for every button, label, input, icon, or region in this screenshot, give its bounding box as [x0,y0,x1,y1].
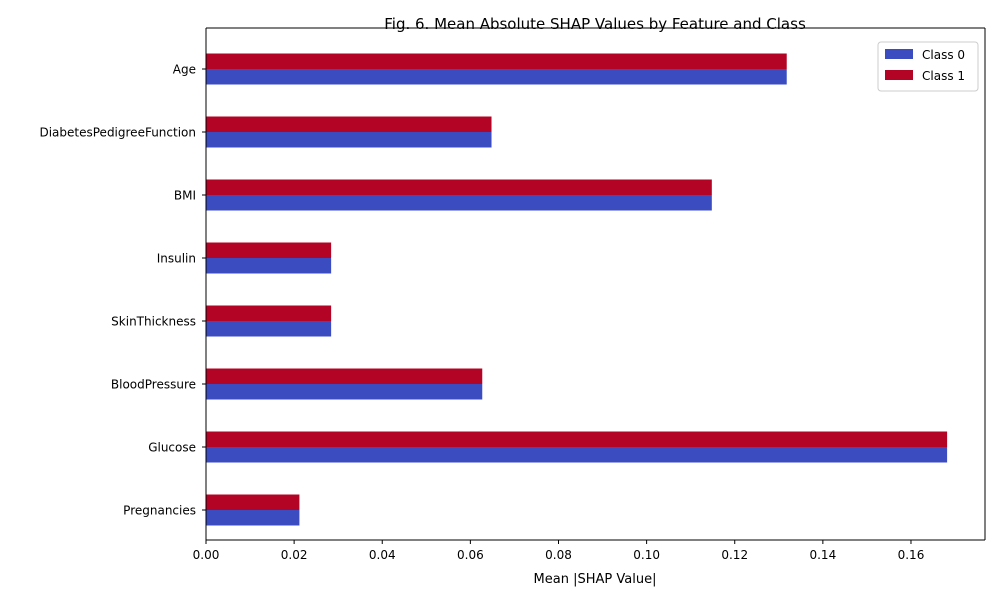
x-tick-label: 0.00 [193,548,220,562]
y-tick-label: Pregnancies [123,504,196,518]
bar-class-1-bmi [206,179,712,195]
x-tick-label: 0.04 [369,548,396,562]
legend-label: Class 0 [922,48,965,62]
bar-class-1-age [206,53,787,69]
legend-label: Class 1 [922,69,965,83]
x-tick-label: 0.02 [281,548,308,562]
x-tick-label: 0.10 [633,548,660,562]
x-tick-label: 0.06 [457,548,484,562]
bars-group [206,53,948,526]
chart-title: Fig. 6. Mean Absolute SHAP Values by Fea… [384,15,806,33]
x-tick-label: 0.14 [809,548,836,562]
y-axis-ticks: Pregnancies Glucose BloodPressure SkinThick… [39,63,206,518]
bar-class-0-glucose [206,447,948,463]
bar-class-1-insulin [206,242,332,258]
bar-class-0-pregnancies [206,510,300,526]
bar-class-0-skinthickness [206,321,332,337]
bar-class-1-glucose [206,431,948,447]
bar-class-0-insulin [206,258,332,274]
bar-class-1-diabetespedigreefunction [206,116,492,132]
bar-class-1-skinthickness [206,305,332,321]
x-tick-label: 0.08 [545,548,572,562]
y-tick-label: DiabetesPedigreeFunction [39,126,196,140]
y-tick-label: SkinThickness [111,315,196,329]
y-tick-label: BloodPressure [111,378,196,392]
legend: Class 0 Class 1 [877,41,979,92]
bar-class-1-pregnancies [206,494,300,510]
bar-class-0-diabetespedigreefunction [206,132,492,148]
x-tick-label: 0.16 [898,548,925,562]
x-axis-ticks: 0.00 0.02 0.04 0.06 0.08 0.10 0.12 0.14 0.16 [193,540,925,562]
bar-class-0-age [206,69,787,85]
y-tick-label: Insulin [157,252,196,266]
bar-class-0-bmi [206,195,712,211]
x-tick-label: 0.12 [721,548,748,562]
y-tick-label: Age [173,63,196,77]
y-tick-label: BMI [174,189,196,203]
plot-area [206,28,985,540]
x-axis-label: Mean |SHAP Value| [534,572,657,587]
bar-class-1-bloodpressure [206,368,483,384]
bar-class-0-bloodpressure [206,384,483,400]
y-tick-label: Glucose [148,441,196,455]
legend-swatch [885,70,913,80]
legend-swatch [885,49,913,59]
